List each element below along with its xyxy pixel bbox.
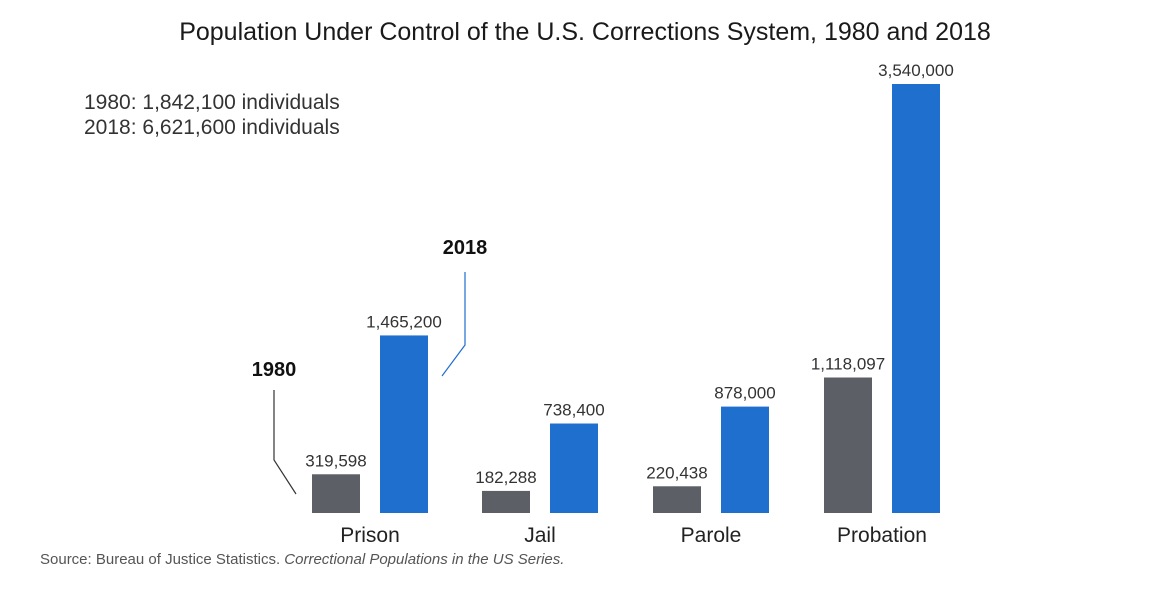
value-label-1980-probation: 1,118,097 xyxy=(811,355,885,374)
value-label-1980-jail: 182,288 xyxy=(475,468,536,487)
bars-group: 319,598 1,465,200 Prison 182,288 738,400 Jail… xyxy=(305,61,954,547)
series-label-1980: 1980 xyxy=(252,359,297,381)
source-italic: Correctional Populations in the US Serie… xyxy=(284,551,565,568)
series-callout-2018 xyxy=(441,272,466,377)
series-callout-1980 xyxy=(273,390,297,495)
chart-title: Population Under Control of the U.S. Cor… xyxy=(179,18,991,46)
bar-1980-probation xyxy=(824,377,872,513)
category-label-jail: Jail xyxy=(524,524,556,547)
bar-1980-parole xyxy=(653,486,701,513)
value-label-1980-parole: 220,438 xyxy=(646,463,707,482)
source-note: Source: Bureau of Justice Statistics. Co… xyxy=(40,551,564,568)
bar-2018-probation xyxy=(892,84,940,513)
value-label-1980-prison: 319,598 xyxy=(305,451,366,470)
value-label-2018-parole: 878,000 xyxy=(714,384,775,403)
bar-2018-jail xyxy=(550,423,598,513)
summary-1980: 1980: 1,842,100 individuals xyxy=(84,91,340,114)
bar-2018-parole xyxy=(721,406,769,513)
source-text: : Bureau of Justice Statistics. xyxy=(87,551,285,568)
bar-2018-prison xyxy=(380,335,428,513)
bar-1980-prison xyxy=(312,474,360,513)
category-label-parole: Parole xyxy=(681,524,742,547)
value-label-2018-jail: 738,400 xyxy=(543,401,604,420)
summary-2018: 2018: 6,621,600 individuals xyxy=(84,116,340,139)
source-label: Source xyxy=(40,551,88,568)
series-label-2018: 2018 xyxy=(443,237,488,259)
bar-1980-jail xyxy=(482,490,530,513)
value-label-2018-prison: 1,465,200 xyxy=(366,312,442,331)
value-label-2018-probation: 3,540,000 xyxy=(878,61,954,80)
category-label-prison: Prison xyxy=(340,524,400,547)
category-label-probation: Probation xyxy=(837,524,927,547)
